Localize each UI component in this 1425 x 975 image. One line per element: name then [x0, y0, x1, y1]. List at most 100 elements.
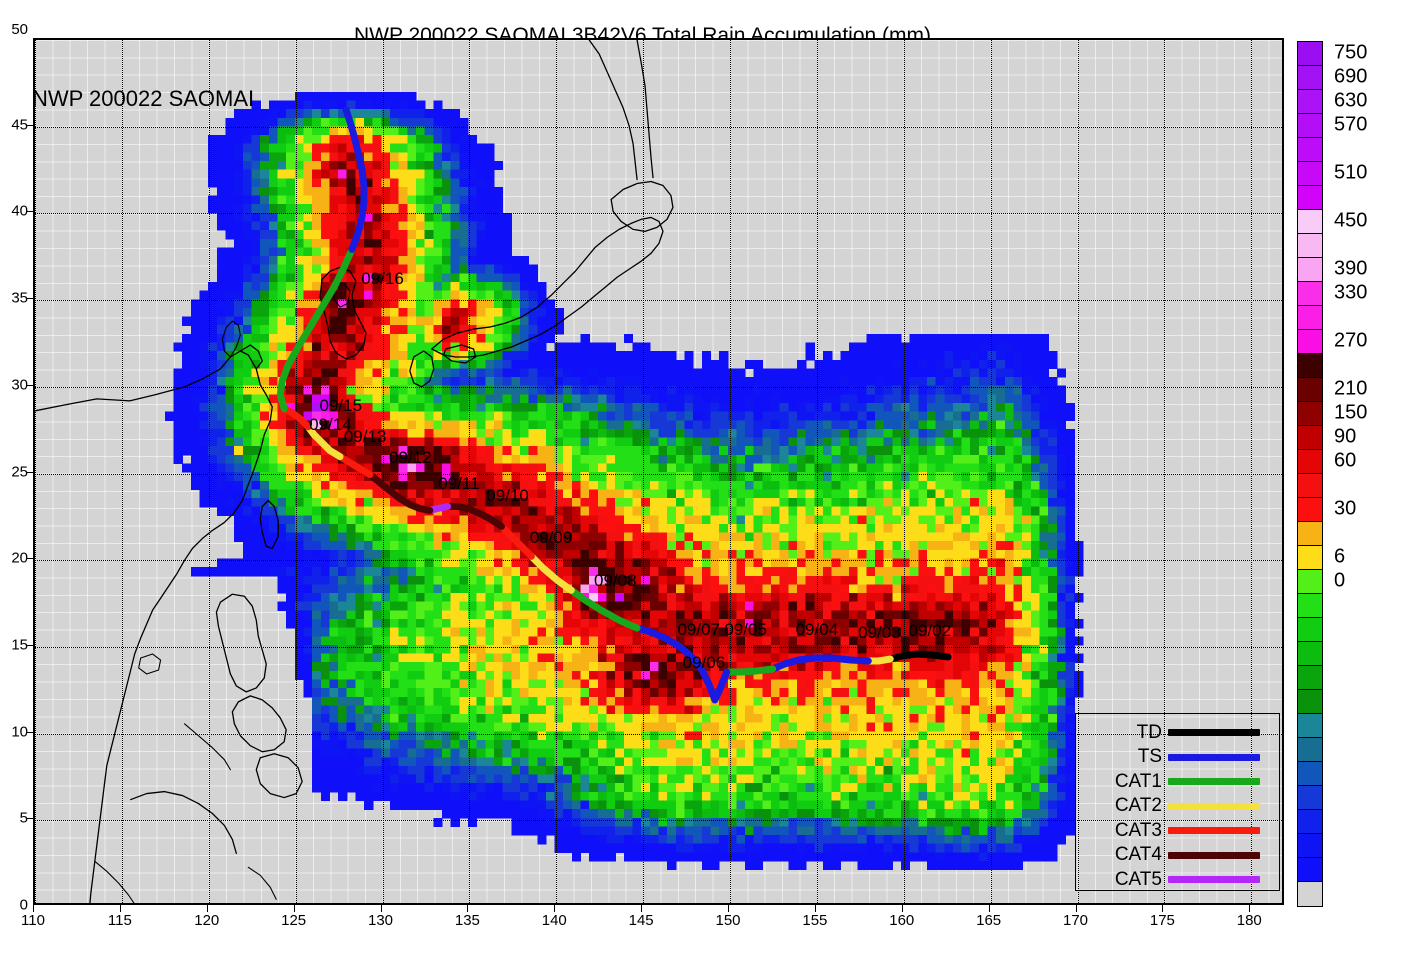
colorbar-band — [1298, 834, 1322, 858]
track-date-label: 09/11 — [438, 473, 480, 493]
x-tick-mark — [554, 905, 556, 912]
track-seg-cat2-mid — [527, 552, 575, 594]
x-tick-mark — [814, 905, 816, 912]
colorbar-tick-label: 270 — [1334, 329, 1368, 352]
x-tick-mark — [293, 905, 295, 912]
colorbar-band — [1298, 66, 1322, 90]
colorbar-band — [1298, 450, 1322, 474]
colorbar-band — [1298, 642, 1322, 666]
colorbar-tick-label: 60 — [1334, 449, 1357, 472]
x-tick-label: 140 — [541, 912, 567, 929]
y-tick-label: 20 — [11, 549, 28, 567]
colorbar-band — [1298, 210, 1322, 234]
grid-line-vertical — [35, 40, 36, 903]
map-plot-area: 09/16 09/15 09/14 09/13 09/12 09/11 09/10 09/09… — [33, 38, 1284, 905]
grid-line-vertical — [903, 40, 905, 903]
track-seg-cat4 — [444, 503, 505, 530]
storm-annotation: NWP 200022 SAOMAI — [33, 86, 255, 111]
x-tick-label: 165 — [976, 912, 1002, 929]
legend-label: CAT4 — [1114, 844, 1162, 865]
x-tick-mark — [467, 905, 469, 912]
storm-track — [276, 106, 952, 704]
colorbar-band — [1298, 258, 1322, 282]
legend-color-swatch — [1168, 802, 1260, 810]
grid-line-vertical — [556, 40, 558, 903]
legend-label: CAT5 — [1114, 868, 1162, 890]
colorbar-band — [1298, 810, 1322, 834]
legend-item-td: TD — [1076, 720, 1279, 745]
grid-line-vertical — [816, 40, 818, 903]
colorbar-tick-label: 390 — [1334, 257, 1368, 280]
track-seg-ts-north — [342, 106, 368, 253]
grid-line-horizontal — [35, 646, 1282, 648]
grid-line-vertical — [295, 40, 297, 903]
x-tick-label: 160 — [889, 912, 915, 929]
grid-line-vertical — [1077, 40, 1079, 903]
legend-label: CAT2 — [1114, 795, 1162, 816]
colorbar-band — [1298, 42, 1322, 66]
legend-label: CAT3 — [1114, 819, 1162, 841]
x-tick-label: 125 — [281, 912, 307, 929]
colorbar-tick-label: 210 — [1334, 377, 1368, 400]
legend-color-swatch — [1168, 851, 1260, 859]
y-tick-mark — [26, 211, 33, 213]
track-seg-td — [886, 650, 952, 663]
y-tick-mark — [26, 731, 33, 733]
colorbar-band — [1298, 114, 1322, 138]
colorbar-tick-label: 150 — [1334, 401, 1368, 424]
colorbar-band — [1298, 738, 1322, 762]
track-date-label: 09/16 — [361, 269, 404, 289]
colorbar-band — [1298, 786, 1322, 810]
colorbar-band — [1298, 474, 1322, 498]
grid-line-horizontal — [35, 126, 1282, 128]
track-seg-cat3-mid — [498, 522, 535, 560]
colorbar-band — [1298, 354, 1322, 378]
colorbar-band — [1298, 90, 1322, 114]
colorbar-band — [1298, 546, 1322, 570]
x-tick-label: 120 — [194, 912, 220, 929]
legend-item-cat1: CAT1 — [1076, 769, 1279, 794]
colorbar-band — [1298, 162, 1322, 186]
colorbar-tick-label: 0 — [1334, 569, 1346, 592]
y-tick-mark — [26, 471, 33, 473]
track-seg-cat1-mid — [567, 586, 641, 632]
y-tick-mark — [26, 558, 33, 560]
x-tick-mark — [380, 905, 382, 912]
colorbar-tick-label: 750 — [1334, 41, 1368, 64]
grid-line-vertical — [730, 40, 731, 903]
colorbar-band — [1298, 282, 1322, 306]
legend-color-swatch — [1168, 729, 1260, 736]
track-date-label: 09/14 — [309, 414, 352, 434]
x-tick-label: 145 — [628, 912, 654, 929]
track-seg-ts-east — [769, 654, 872, 673]
track-date-label: 09/04 — [795, 619, 839, 639]
y-tick-label: 50 — [11, 21, 28, 38]
legend-label: TS — [1137, 746, 1162, 767]
x-tick-mark — [1249, 905, 1251, 912]
legend-item-ts: TS — [1076, 745, 1279, 770]
grid-line-vertical — [1251, 40, 1253, 903]
y-tick-mark — [26, 124, 33, 126]
rainfall-raster — [164, 91, 1084, 871]
colorbar-tick-label: 6 — [1334, 545, 1346, 568]
grid-line-horizontal — [35, 300, 1282, 302]
grid-line-horizontal — [35, 820, 1282, 822]
colorbar — [1297, 41, 1323, 907]
y-tick-mark — [26, 818, 33, 820]
track-date-label: 09/13 — [343, 427, 387, 447]
legend-color-swatch — [1168, 876, 1260, 883]
colorbar-tick-label: 90 — [1334, 425, 1357, 448]
colorbar-band — [1298, 426, 1322, 450]
colorbar-band — [1298, 378, 1322, 402]
colorbar-band — [1298, 522, 1322, 546]
grid-line-horizontal — [35, 473, 1282, 475]
track-date-label: 09/15 — [319, 395, 363, 415]
grid-line-horizontal — [35, 560, 1282, 562]
colorbar-band — [1298, 330, 1322, 354]
x-tick-label: 135 — [454, 912, 480, 929]
legend-item-cat3: CAT3 — [1076, 818, 1279, 843]
y-tick-label: 45 — [11, 116, 28, 134]
grid-line-horizontal — [35, 213, 1282, 215]
x-tick-label: 150 — [715, 912, 741, 929]
colorbar-band — [1298, 306, 1322, 330]
